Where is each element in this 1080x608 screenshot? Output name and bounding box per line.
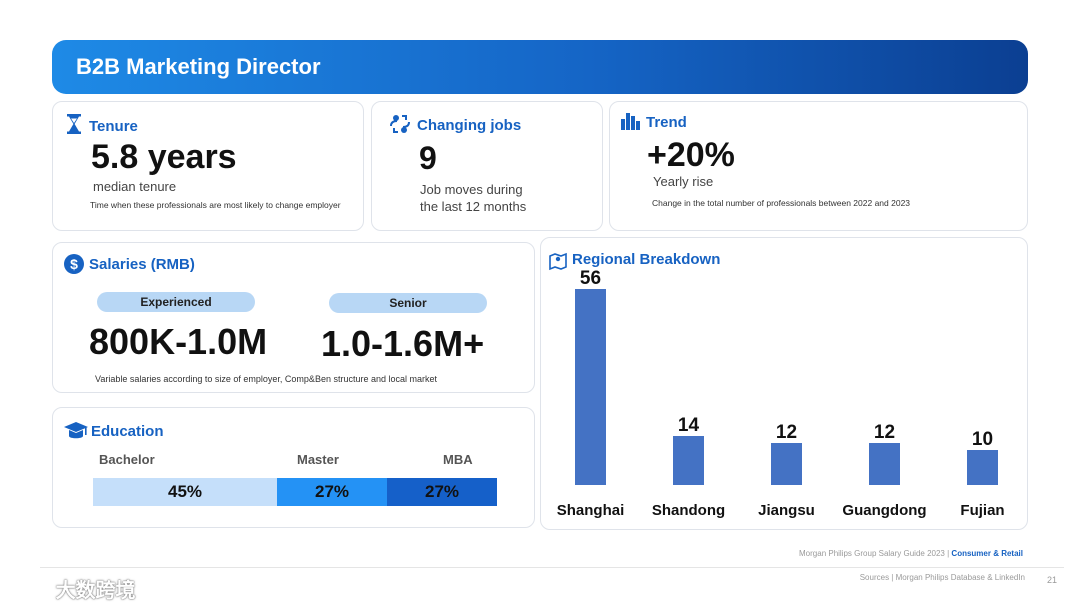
- changing-jobs-card: Changing jobs 9 Job moves during the las…: [371, 101, 603, 231]
- title-banner: B2B Marketing Director: [52, 40, 1028, 94]
- changing-jobs-value: 9: [419, 140, 437, 176]
- education-label-bachelor: Bachelor: [99, 452, 155, 467]
- trend-label: Yearly rise: [653, 174, 714, 189]
- bar-guangdong: [869, 443, 900, 485]
- education-card: Education Bachelor 45% Master 27% MBA 27%: [52, 407, 535, 528]
- category-label-shandong: Shandong: [652, 502, 725, 519]
- footer-guide-text: Morgan Philips Group Salary Guide 2023 |: [799, 549, 950, 558]
- regional-breakdown-card: Regional Breakdown 56 Shanghai 14 Shandong 1…: [540, 237, 1028, 530]
- regional-bar-chart: 56 Shanghai 14 Shandong 12 Jiangsu 12 Guangdong…: [557, 268, 1005, 519]
- value-label-jiangsu: 12: [776, 422, 797, 443]
- salaries-title: Salaries (RMB): [89, 256, 195, 273]
- category-label-shanghai: Shanghai: [557, 502, 625, 519]
- page-number: 21: [1047, 575, 1058, 585]
- tenure-value: 5.8 years: [91, 138, 237, 176]
- dollar-coin-icon: $: [64, 254, 84, 274]
- education-bar-master: 27%: [277, 478, 387, 506]
- salaries-card: $ Salaries (RMB) Experienced Senior 800K…: [52, 242, 535, 393]
- category-label-fujian: Fujian: [960, 502, 1004, 519]
- tenure-card: Tenure 5.8 years median tenure Time when…: [52, 101, 364, 231]
- footer-section: Consumer & Retail: [951, 549, 1023, 558]
- tenure-note: Time when these professionals are most l…: [90, 200, 341, 210]
- hourglass-icon: [67, 114, 81, 134]
- bar-shanghai: [575, 289, 606, 485]
- chart-title: Regional Breakdown: [572, 251, 721, 268]
- tenure-label: median tenure: [93, 179, 177, 194]
- education-bar-mba: 27%: [387, 478, 497, 506]
- experienced-pill: Experienced: [97, 292, 255, 312]
- bar-fujian: [967, 450, 998, 485]
- changing-jobs-title: Changing jobs: [417, 117, 522, 134]
- changing-jobs-label-line2: the last 12 months: [420, 199, 527, 214]
- value-label-guangdong: 12: [874, 422, 895, 443]
- bar-jiangsu: [771, 443, 802, 485]
- education-title: Education: [91, 423, 164, 440]
- watermark-text: 大数跨境: [55, 580, 136, 602]
- bar-shandong: [673, 436, 704, 485]
- value-label-shanghai: 56: [580, 268, 601, 289]
- bar-chart-icon: [621, 113, 640, 130]
- changing-jobs-label-line1: Job moves during: [420, 182, 523, 197]
- category-label-guangdong: Guangdong: [842, 502, 926, 519]
- tenure-title: Tenure: [89, 118, 138, 135]
- map-icon: [549, 252, 567, 271]
- salaries-note: Variable salaries according to size of e…: [95, 374, 437, 384]
- watermark-logo-icon: [11, 583, 48, 600]
- trend-card: Trend +20% Yearly rise Change in the tot…: [609, 101, 1028, 231]
- svg-text:$: $: [70, 256, 78, 272]
- footer-divider: [40, 567, 1064, 568]
- arrows-exchange-icon: [390, 115, 410, 133]
- graduation-cap-icon: [64, 422, 88, 439]
- footer-sources: Sources | Morgan Philips Database & Link…: [859, 573, 1025, 582]
- footer-guide: Morgan Philips Group Salary Guide 2023 |…: [799, 549, 1023, 558]
- experienced-salary: 800K-1.0M: [89, 321, 268, 362]
- page-title: B2B Marketing Director: [76, 54, 321, 79]
- trend-title: Trend: [646, 114, 687, 131]
- value-label-shandong: 14: [678, 415, 700, 436]
- senior-salary: 1.0-1.6M+: [321, 323, 485, 364]
- trend-note: Change in the total number of profession…: [652, 198, 911, 208]
- value-label-fujian: 10: [972, 429, 993, 450]
- education-bar-bachelor: 45%: [93, 478, 277, 506]
- senior-pill: Senior: [329, 293, 487, 313]
- education-label-master: Master: [297, 452, 339, 467]
- trend-value: +20%: [647, 136, 735, 174]
- education-label-mba: MBA: [443, 452, 473, 467]
- watermark: 大数跨境: [10, 574, 136, 603]
- category-label-jiangsu: Jiangsu: [758, 502, 815, 519]
